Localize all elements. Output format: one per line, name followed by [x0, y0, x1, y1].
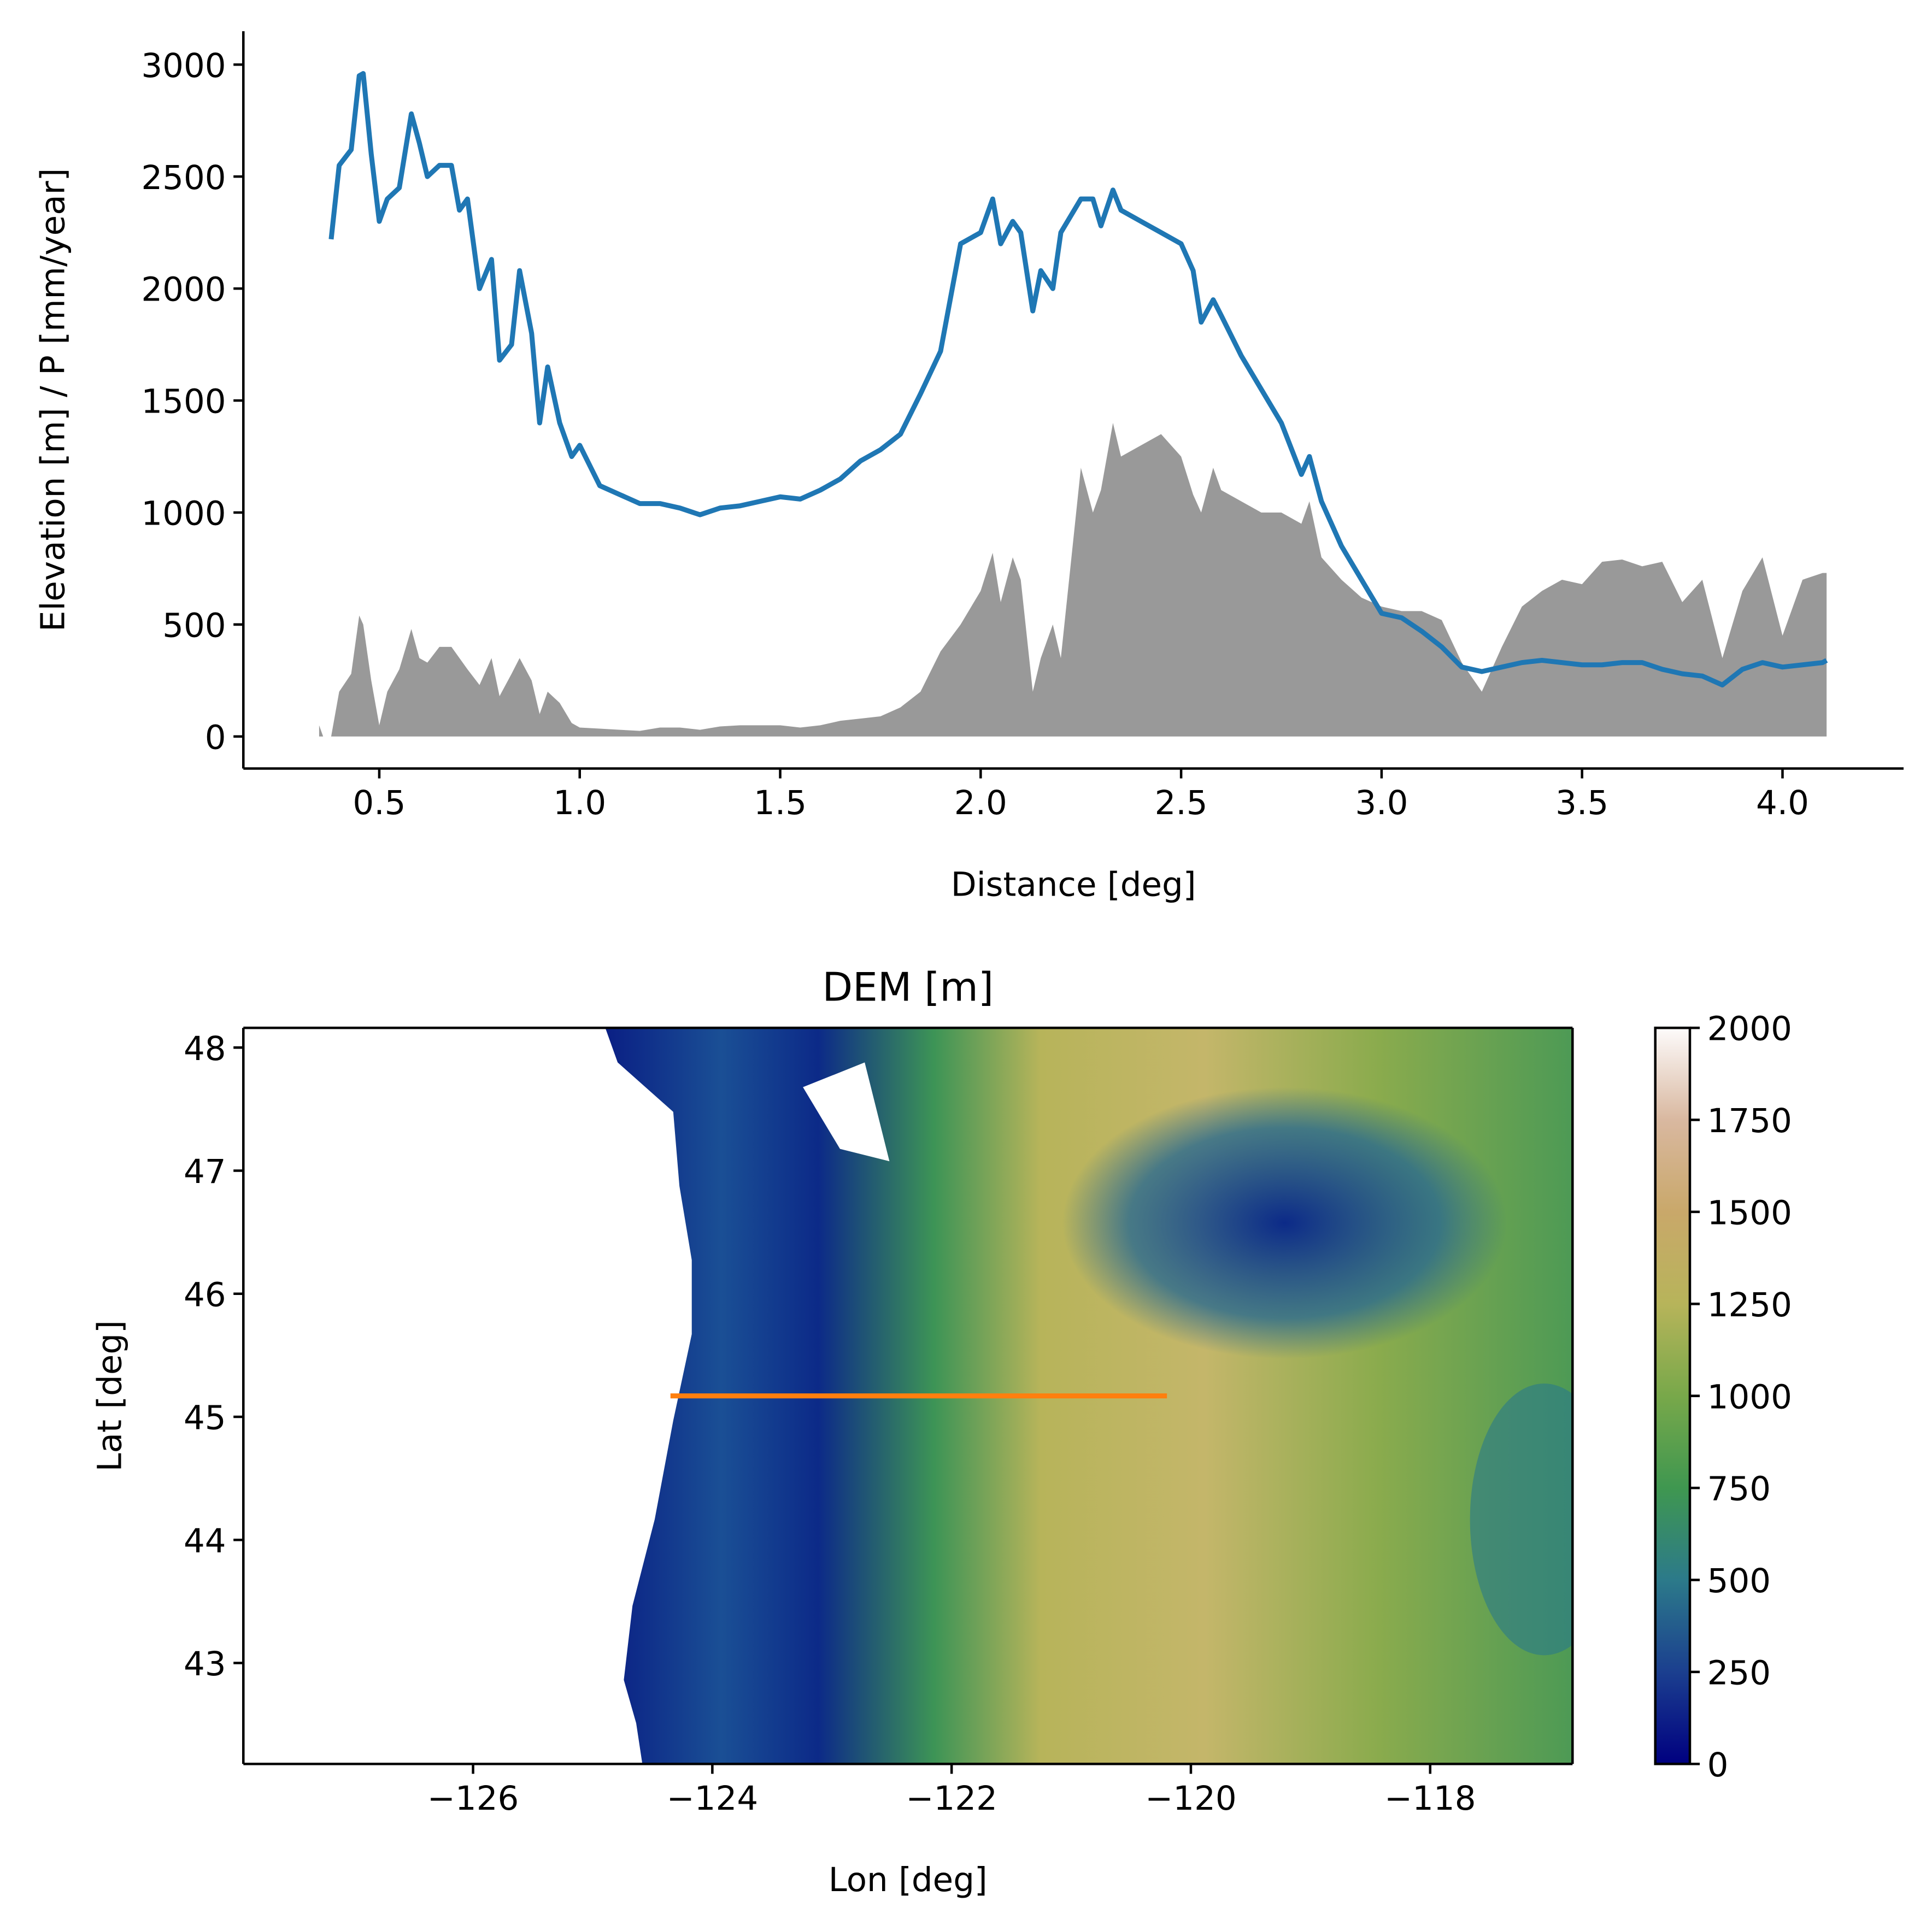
area	[319, 423, 1827, 737]
y-tick-label: 1500	[141, 382, 226, 421]
colorbar-tick-label: 2000	[1707, 1010, 1792, 1049]
x-tick-label: 0.5	[353, 784, 406, 822]
y-tick-label: 0	[205, 718, 226, 757]
x-tick-label: 1.5	[754, 784, 807, 822]
x-axis-label: Lon [deg]	[829, 1861, 988, 1899]
y-tick-label: 45	[184, 1399, 226, 1438]
x-tick-label: −122	[906, 1779, 997, 1818]
colorbar-tick-label: 500	[1707, 1562, 1771, 1600]
colorbar-tick-label: 1500	[1707, 1194, 1792, 1233]
x-tick-label: 3.0	[1355, 784, 1408, 822]
colorbar-tick-label: 1250	[1707, 1286, 1792, 1324]
colorbar-tick-label: 0	[1707, 1746, 1729, 1785]
colorbar-tick-label: 1750	[1707, 1102, 1792, 1140]
x-tick-label: −124	[667, 1779, 759, 1818]
y-tick-label: 1000	[141, 494, 226, 533]
x-tick-label: −126	[427, 1779, 519, 1818]
y-tick-label: 44	[184, 1522, 226, 1561]
y-tick-label: 47	[184, 1152, 226, 1191]
x-tick-label: 1.0	[553, 784, 606, 822]
colorbar-tick-label: 1000	[1707, 1377, 1792, 1416]
x-tick-label: −118	[1384, 1779, 1476, 1818]
x-axis-label: Distance [deg]	[951, 865, 1196, 904]
y-tick-label: 43	[184, 1645, 226, 1683]
y-tick-label: 48	[184, 1029, 226, 1068]
y-axis-label: Elevation [m] / P [mm/year]	[34, 168, 73, 632]
y-tick-label: 46	[184, 1275, 226, 1314]
y-tick-label: 3000	[141, 46, 226, 85]
x-tick-label: 4.0	[1756, 784, 1809, 822]
x-tick-label: 2.5	[1155, 784, 1208, 822]
y-axis-label: Lat [deg]	[91, 1320, 130, 1471]
colorbar-tick-label: 250	[1707, 1653, 1771, 1692]
colorbar	[1655, 1028, 1690, 1764]
x-tick-label: 3.5	[1555, 784, 1608, 822]
line	[328, 71, 1828, 688]
colorbar-tick-label: 750	[1707, 1470, 1771, 1509]
y-tick-label: 500	[162, 607, 226, 645]
y-tick-label: 2500	[141, 158, 226, 197]
y-tick-label: 2000	[141, 270, 226, 309]
x-tick-label: −120	[1145, 1779, 1237, 1818]
chart-title: DEM [m]	[822, 964, 994, 1010]
x-tick-label: 2.0	[954, 784, 1007, 822]
